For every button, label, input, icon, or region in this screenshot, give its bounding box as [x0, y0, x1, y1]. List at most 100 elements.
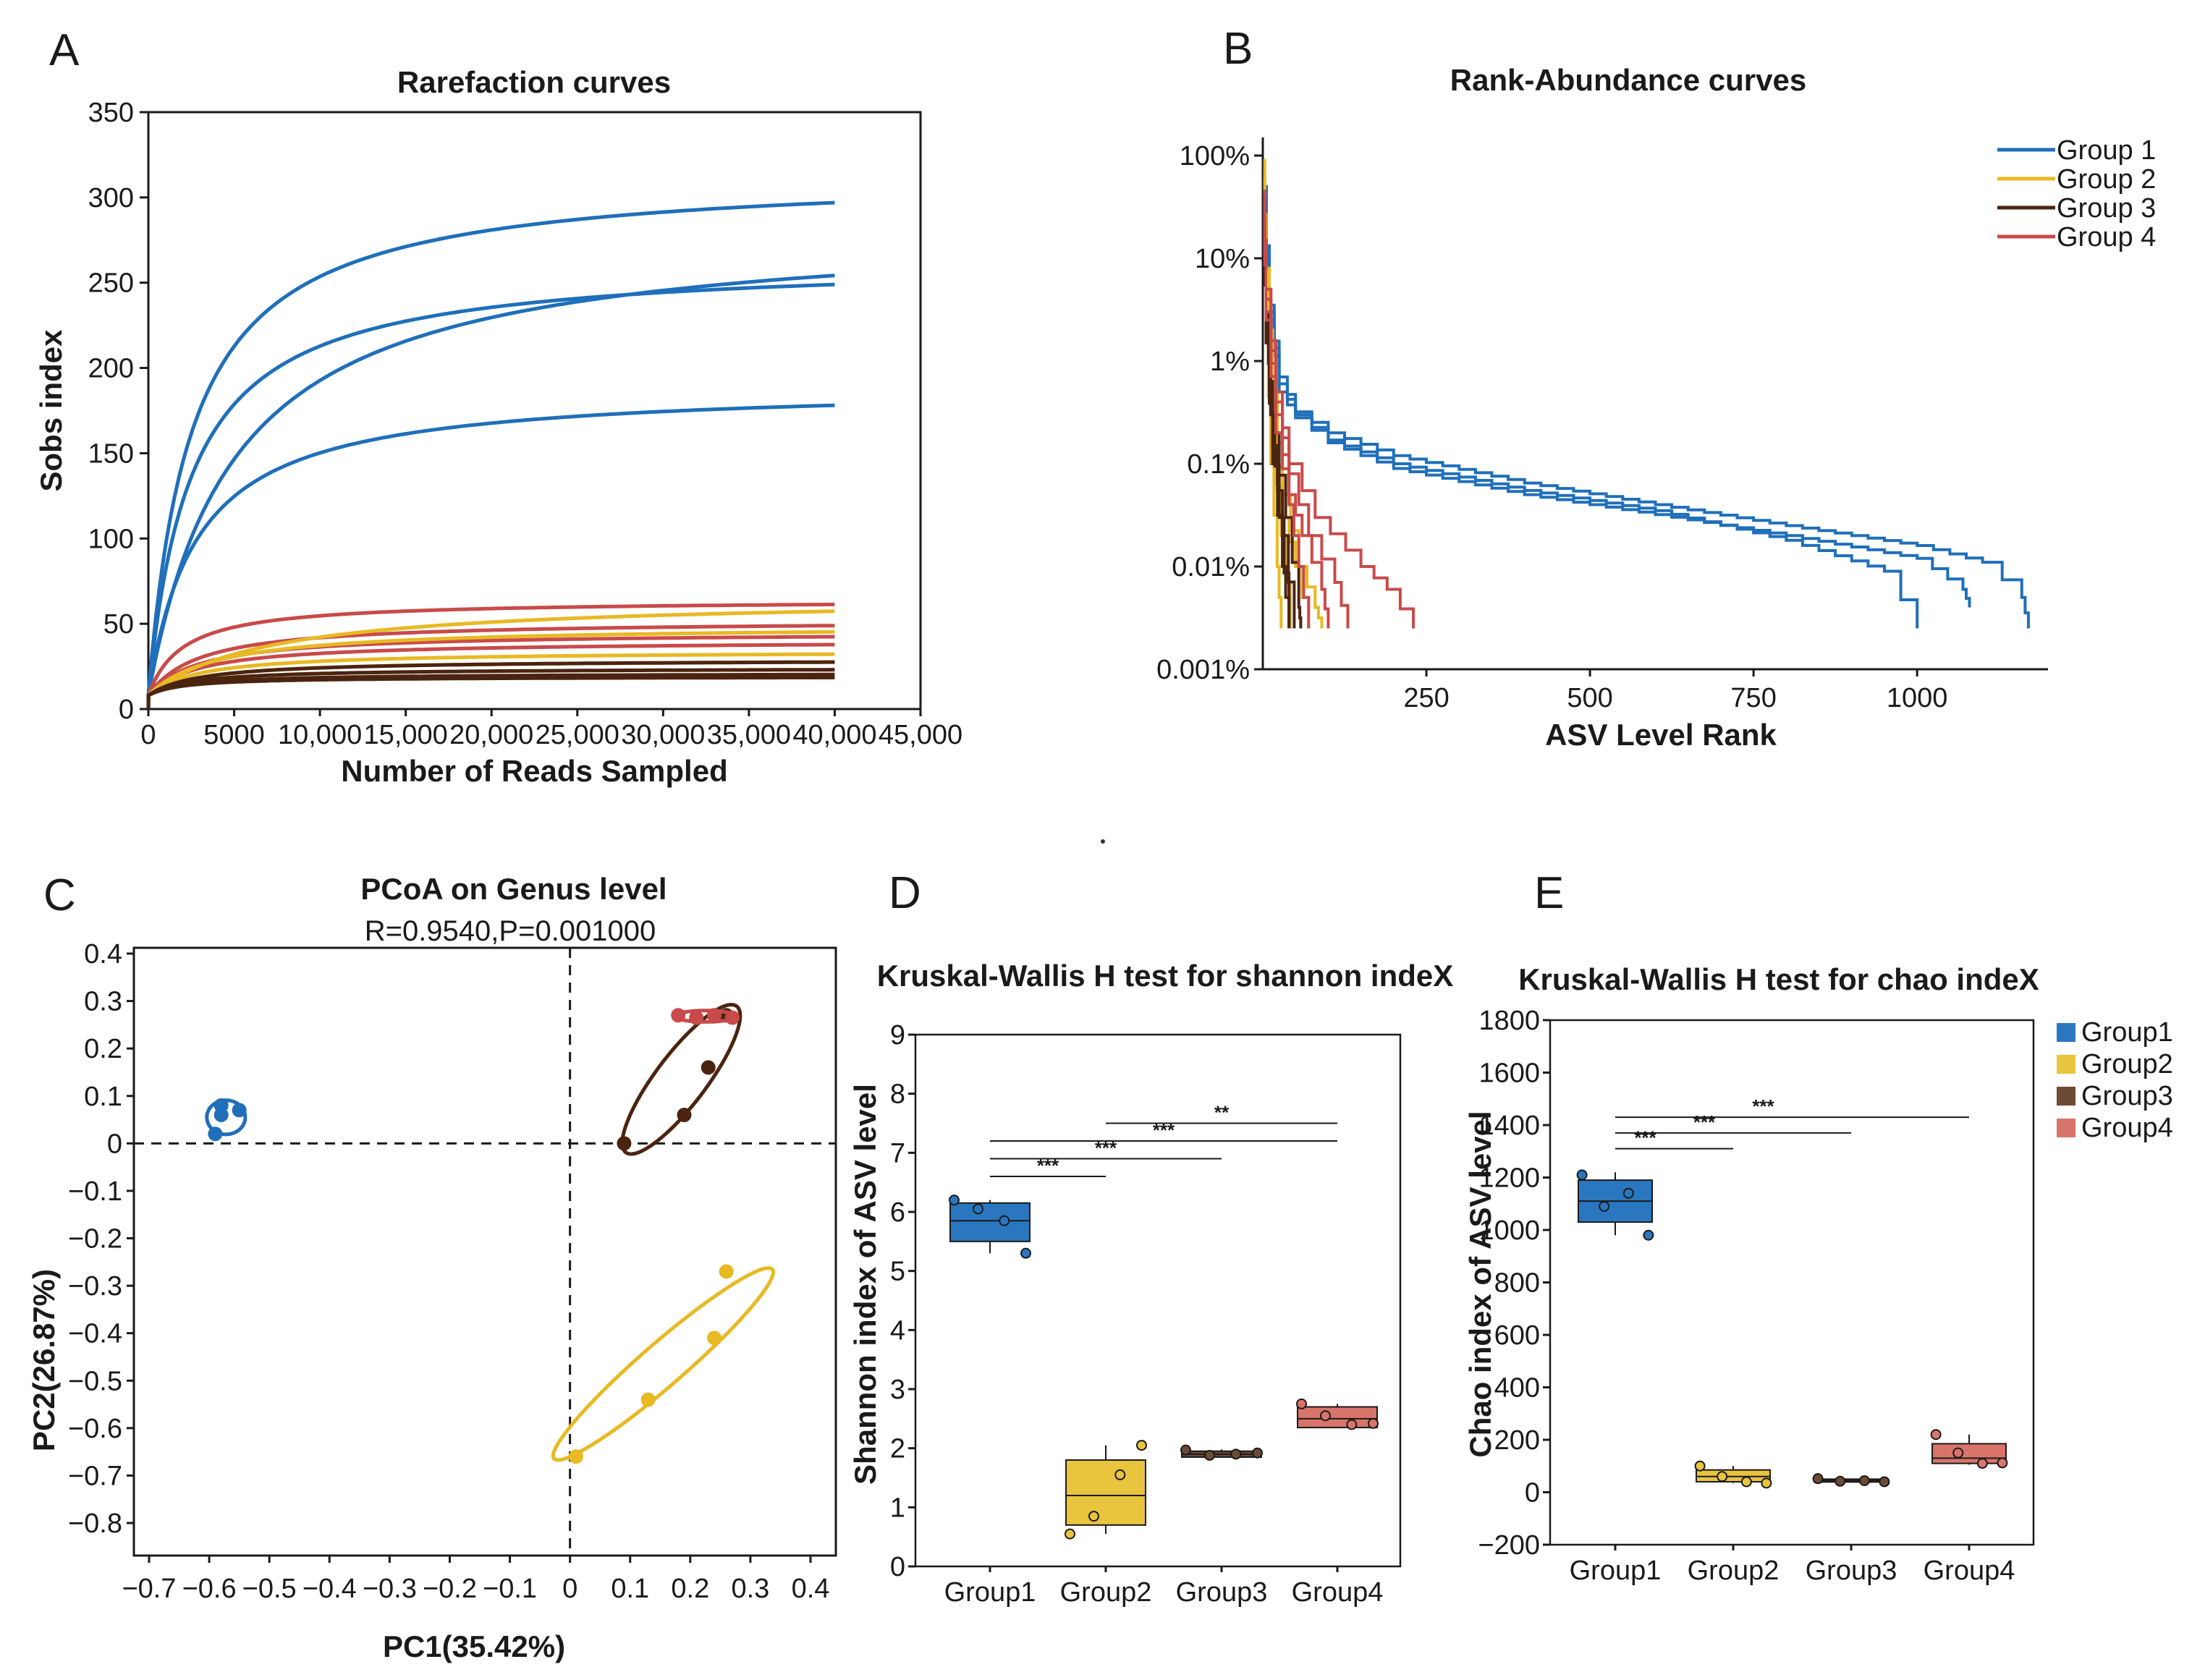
box-point	[1997, 1457, 2008, 1469]
x-tick-label: 0.4	[792, 1574, 830, 1604]
legend-label: Group 2	[2057, 164, 2156, 195]
y-tick-label: 400	[1494, 1373, 1540, 1404]
x-tick-label: 10,000	[278, 720, 362, 750]
chart-title: PCoA on Genus level	[360, 872, 667, 906]
legend-label: Group 3	[2057, 193, 2156, 224]
rarefaction-curve	[146, 403, 835, 710]
y-tick-label: −0.4	[68, 1319, 122, 1349]
box-point	[1930, 1429, 1942, 1441]
y-tick-label: 10%	[1195, 244, 1250, 274]
rarefaction-curve	[146, 675, 835, 710]
y-tick-label: 100%	[1180, 141, 1250, 171]
y-tick-label: 0.01%	[1172, 552, 1250, 582]
y-tick-label: 1600	[1478, 1059, 1540, 1089]
box-point	[1576, 1169, 1588, 1181]
x-tick-label: −0.4	[302, 1574, 357, 1604]
y-tick-label: 100	[88, 524, 134, 554]
y-axis-label: Shannon index of ASV level	[848, 1084, 882, 1485]
y-tick-label: 0.3	[84, 987, 122, 1017]
legend-label: Group 1	[2057, 135, 2156, 166]
rarefaction-curve	[146, 629, 835, 710]
rank-abundance-curve	[1263, 208, 1971, 608]
box-point	[1136, 1440, 1147, 1451]
y-tick-label: 5	[890, 1257, 905, 1287]
y-tick-label: 1000	[1478, 1216, 1540, 1246]
y-tick-label: 0.4	[84, 939, 122, 970]
box-point	[1835, 1475, 1846, 1487]
x-tick-label: Group4	[1924, 1556, 2015, 1586]
box-point	[1643, 1229, 1654, 1241]
panel-c: C PCoA on Genus level R=0.9540,P=0.001000 0…	[27, 870, 837, 1663]
y-tick-label: 7	[890, 1138, 905, 1168]
x-tick-label: Group2	[1688, 1556, 1780, 1586]
y-tick-label: 0	[1525, 1478, 1540, 1509]
chart-title: Rank-Abundance curves	[1450, 63, 1806, 97]
x-tick-label: −0.2	[423, 1574, 477, 1604]
y-tick-label: 350	[88, 98, 134, 128]
y-tick-label: 0.1%	[1187, 449, 1250, 480]
rarefaction-curve	[146, 282, 835, 710]
legend-swatch	[2057, 1023, 2075, 1042]
x-tick-label: −0.6	[182, 1574, 237, 1604]
box-point	[1296, 1398, 1307, 1409]
x-tick-label: 500	[1567, 683, 1612, 713]
box-point	[1320, 1410, 1331, 1422]
sample-point	[724, 1010, 740, 1025]
box-point	[1599, 1200, 1610, 1212]
box-point	[1858, 1475, 1870, 1487]
y-tick-label: 250	[88, 268, 134, 299]
y-tick-label: 600	[1494, 1320, 1540, 1351]
box-point	[1065, 1528, 1075, 1540]
legend-label: Group 4	[2057, 222, 2156, 253]
x-tick-label: 0.3	[731, 1574, 769, 1604]
panel-letter-b: B	[1223, 24, 1253, 74]
y-tick-label: 6	[890, 1197, 905, 1228]
group-ellipse	[205, 1098, 247, 1137]
x-tick-label: Group3	[1176, 1577, 1268, 1608]
box	[1065, 1459, 1146, 1526]
sample-point	[640, 1392, 656, 1407]
x-tick-label: 40,000	[792, 720, 876, 750]
box	[949, 1202, 1031, 1242]
sample-point	[689, 1010, 704, 1025]
significance-label: ***	[1634, 1127, 1656, 1149]
box	[1931, 1443, 2007, 1464]
x-tick-label: 25,000	[536, 720, 619, 750]
box-point	[973, 1203, 983, 1215]
sample-point	[208, 1127, 223, 1142]
panel-letter-a: A	[49, 25, 80, 75]
plot-frame	[147, 111, 922, 710]
y-tick-label: 800	[1494, 1268, 1540, 1299]
box-point	[1346, 1419, 1358, 1430]
panel-letter-c: C	[43, 870, 76, 920]
box-point	[1252, 1447, 1263, 1459]
panel-letter: D	[889, 868, 921, 918]
y-tick-label: 200	[88, 354, 134, 384]
x-tick-label: Group3	[1806, 1556, 1897, 1586]
box-point	[1180, 1444, 1191, 1456]
y-tick-label: 4	[890, 1315, 905, 1346]
y-tick-label: 0.2	[84, 1034, 122, 1064]
box	[1297, 1406, 1378, 1429]
x-tick-label: Group2	[1060, 1577, 1152, 1608]
x-tick-label: 750	[1730, 683, 1776, 713]
y-tick-label: −0.3	[68, 1271, 122, 1302]
y-tick-label: −0.2	[68, 1224, 122, 1255]
x-axis-label: Number of Reads Sampled	[341, 754, 727, 788]
y-tick-label: 300	[88, 183, 134, 213]
box-point	[1230, 1448, 1242, 1460]
box-point	[1088, 1511, 1099, 1522]
rarefaction-curve	[146, 602, 835, 710]
box-point	[1976, 1458, 1988, 1469]
sample-point	[568, 1449, 583, 1464]
y-tick-label: 0	[119, 695, 134, 725]
x-tick-label: 30,000	[621, 720, 705, 750]
sample-point	[232, 1103, 247, 1118]
box-point	[1694, 1460, 1706, 1472]
box-point	[1761, 1477, 1772, 1489]
rank-abundance-curve	[1263, 208, 1311, 629]
y-axis-label: PC2(26.87%)	[27, 1269, 61, 1451]
chart-title: Rarefaction curves	[397, 65, 671, 99]
legend-swatch	[2057, 1055, 2075, 1074]
